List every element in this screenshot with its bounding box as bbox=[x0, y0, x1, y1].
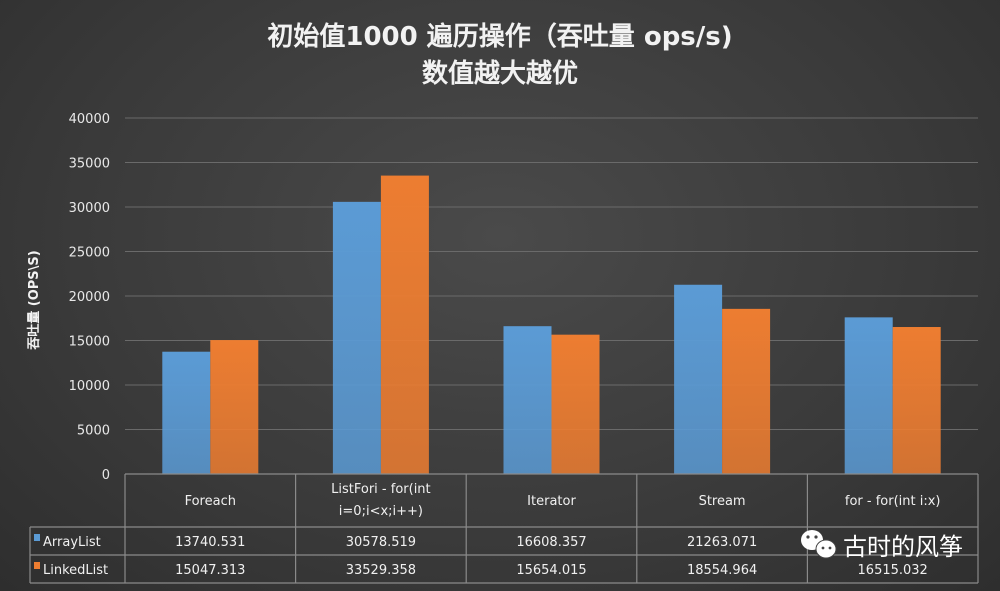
y-tick-label: 15000 bbox=[69, 335, 110, 350]
bar-arraylist-1 bbox=[332, 201, 381, 474]
y-tick-label: 5000 bbox=[77, 424, 110, 439]
bar-arraylist-4 bbox=[844, 317, 893, 474]
category-label: Stream bbox=[699, 494, 746, 509]
watermark: 古时的风筝 bbox=[801, 530, 963, 561]
table-cell: 16515.032 bbox=[858, 563, 928, 578]
bar-linkedlist-4 bbox=[892, 327, 941, 474]
table-cell: 15654.015 bbox=[516, 563, 586, 578]
bars bbox=[162, 175, 941, 474]
y-tick-label: 10000 bbox=[69, 379, 110, 394]
chart-title: 初始值1000 遍历操作（吞吐量 ops/s) bbox=[267, 22, 732, 52]
table-cell: 21263.071 bbox=[687, 535, 757, 550]
wechat-icon bbox=[801, 530, 837, 559]
y-tick-label: 25000 bbox=[69, 246, 110, 261]
legend-label: LinkedList bbox=[43, 563, 108, 578]
data-table: Foreach ListFori - for(int i=0;i<x;i++) Ite… bbox=[29, 473, 979, 584]
bar-linkedlist-0 bbox=[210, 340, 259, 474]
bar-linkedlist-1 bbox=[380, 175, 429, 474]
watermark-text: 古时的风筝 bbox=[843, 533, 963, 561]
table-cell: 18554.964 bbox=[687, 563, 757, 578]
y-tick-label: 40000 bbox=[69, 112, 110, 127]
table-cell: 15047.313 bbox=[175, 563, 245, 578]
y-axis-label: 吞吐量 (OPS\S) bbox=[26, 250, 42, 349]
bar-arraylist-0 bbox=[162, 351, 211, 474]
bar-arraylist-3 bbox=[674, 284, 723, 474]
table-cell: 30578.519 bbox=[346, 535, 416, 550]
category-label: for - for(int i:x) bbox=[845, 494, 941, 509]
y-tick-label: 20000 bbox=[69, 290, 110, 305]
y-tick-label: 35000 bbox=[69, 157, 110, 172]
legend-label: ArrayList bbox=[43, 535, 101, 550]
table-cell: 33529.358 bbox=[346, 563, 416, 578]
bar-arraylist-2 bbox=[503, 326, 552, 474]
y-tick-label: 30000 bbox=[69, 201, 110, 216]
table-cell: 13740.531 bbox=[175, 535, 245, 550]
y-tick-labels: 0 5000 10000 15000 20000 25000 30000 35000 40000 bbox=[69, 112, 110, 483]
category-label: ListFori - for(int bbox=[331, 482, 431, 497]
category-label: Foreach bbox=[185, 494, 236, 509]
legend-swatch-linkedlist bbox=[34, 562, 40, 569]
chart-subtitle: 数值越大越优 bbox=[422, 59, 578, 89]
category-label: i=0;i<x;i++) bbox=[339, 504, 423, 519]
category-label: Iterator bbox=[527, 494, 576, 509]
bar-linkedlist-2 bbox=[551, 334, 600, 474]
bar-linkedlist-3 bbox=[722, 308, 771, 474]
legend-swatch-arraylist bbox=[34, 534, 40, 541]
y-tick-label: 0 bbox=[102, 468, 110, 483]
table-cell: 16608.357 bbox=[516, 535, 586, 550]
